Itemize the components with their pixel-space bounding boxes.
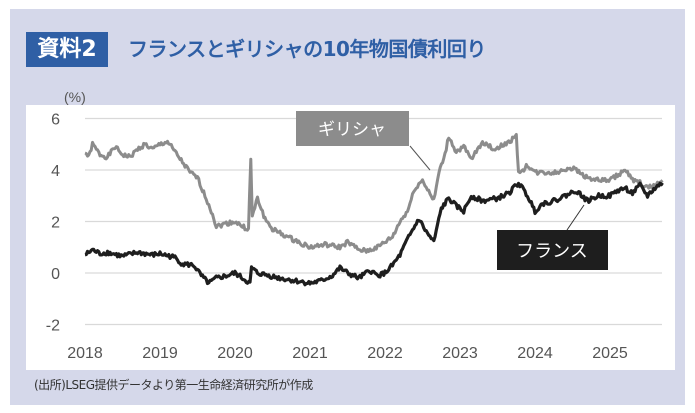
france-label-box bbox=[497, 230, 608, 270]
y-axis-unit: (%) bbox=[64, 89, 86, 105]
figure-badge: 資料2 bbox=[26, 32, 108, 67]
chart-title: フランスとギリシャの10年物国債利回り bbox=[128, 37, 486, 61]
x-tick-label: 2022 bbox=[367, 345, 403, 362]
greece-series-line bbox=[84, 132, 664, 254]
y-tick-label: 2 bbox=[51, 215, 60, 232]
greece-label-arrow bbox=[409, 145, 431, 171]
france-series-line bbox=[84, 181, 664, 287]
france-label-arrow bbox=[566, 204, 585, 231]
greece-label-box bbox=[296, 111, 409, 146]
x-tick-label: 2018 bbox=[67, 345, 103, 362]
x-tick-label: 2025 bbox=[592, 345, 628, 362]
france-label: フランス bbox=[516, 241, 588, 261]
x-tick-label: 2024 bbox=[517, 345, 553, 362]
y-tick-label: 6 bbox=[51, 112, 60, 129]
y-tick-label: 0 bbox=[51, 266, 60, 283]
y-tick-label: 4 bbox=[51, 163, 60, 180]
y-tick-label: -2 bbox=[46, 318, 60, 335]
x-tick-label: 2023 bbox=[442, 345, 478, 362]
x-tick-label: 2020 bbox=[217, 345, 253, 362]
x-tick-label: 2019 bbox=[142, 345, 178, 362]
greece-label: ギリシャ bbox=[318, 120, 386, 139]
x-tick-label: 2021 bbox=[292, 345, 328, 362]
source-note: (出所)LSEG提供データより第一生命経済研究所が作成 bbox=[34, 378, 313, 392]
